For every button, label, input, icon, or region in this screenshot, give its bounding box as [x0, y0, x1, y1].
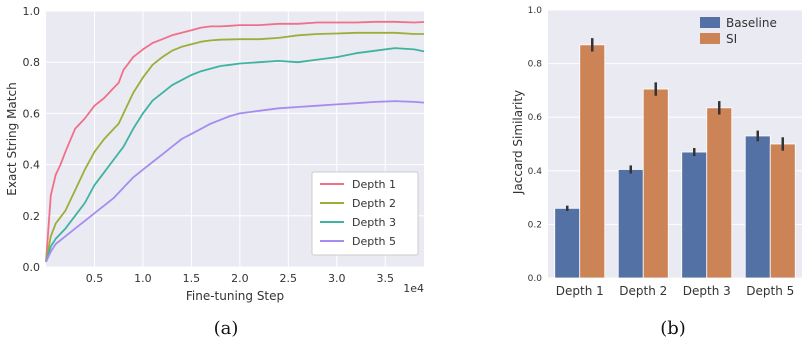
y-tick-label: 0.0	[23, 261, 41, 274]
bar-si-depth-3	[706, 107, 733, 279]
y-tick-label: 0.2	[528, 220, 542, 230]
panel-a-legend: Depth 1 Depth 2 Depth 3 Depth 5	[311, 171, 419, 256]
x-tick-label: 2.5	[280, 272, 298, 285]
series-line-depth-3	[45, 47, 425, 263]
legend-label: Depth 5	[352, 235, 396, 248]
x-tick-label: 2.0	[231, 272, 249, 285]
y-tick-label: 1.0	[528, 6, 543, 16]
x-tick-label: 3.5	[376, 272, 394, 285]
panel-b-x-tick-labels: Depth 1 Depth 2 Depth 3 Depth 5	[556, 284, 795, 298]
panel-a-x-tick-labels: 0.5 1.0 1.5 2.0 2.5 3.0 3.5	[86, 272, 394, 285]
bar-si-depth-2	[642, 88, 669, 279]
legend-label: Depth 3	[352, 216, 396, 229]
y-tick-label: 1.0	[23, 5, 41, 18]
bar-baseline-depth-5	[744, 135, 771, 279]
x-tick-label: 1.0	[134, 272, 152, 285]
y-tick-label: 0.6	[23, 107, 41, 120]
panel-a: 0.0 0.2 0.4 0.6 0.8 1.0 0.5 1.0 1.5 2.0 2.5 3.0 3.5…	[5, 5, 425, 339]
legend-label: Depth 2	[352, 197, 396, 210]
legend-swatch	[700, 17, 720, 28]
legend-label: Depth 1	[352, 178, 396, 191]
y-tick-label: 0.4	[528, 167, 543, 177]
legend-box	[311, 171, 419, 256]
y-tick-label: 0.4	[23, 159, 41, 172]
legend-swatch	[700, 33, 720, 44]
x-tick-label: 0.5	[86, 272, 104, 285]
bar-si-depth-1	[579, 44, 606, 279]
legend-label: Baseline	[726, 16, 777, 30]
x-tick-label: Depth 2	[619, 284, 667, 298]
x-tick-label: 3.0	[328, 272, 346, 285]
series-line-depth-2	[45, 31, 424, 263]
panel-b-bars	[554, 38, 796, 279]
panel-b-legend: Baseline SI	[700, 16, 777, 46]
x-tick-label: Depth 5	[746, 284, 794, 298]
x-tick-label: Depth 3	[683, 284, 731, 298]
bar-baseline-depth-3	[681, 151, 708, 279]
y-tick-label: 0.0	[528, 274, 543, 284]
y-tick-label: 0.6	[528, 113, 543, 123]
panel-a-series-lines	[45, 20, 425, 263]
y-tick-label: 0.8	[528, 60, 543, 70]
y-tick-label: 0.2	[23, 210, 41, 223]
x-tick-label: Depth 1	[556, 284, 604, 298]
series-line-depth-5	[45, 100, 425, 263]
bar-si-depth-5	[769, 143, 796, 279]
caption-b: (b)	[660, 318, 686, 339]
y-tick-label: 0.8	[23, 56, 41, 69]
legend-label: SI	[726, 32, 737, 46]
x-offset-label: 1e4	[403, 282, 424, 295]
panel-a-y-tick-labels: 0.0 0.2 0.4 0.6 0.8 1.0	[23, 5, 41, 274]
panel-a-y-axis-label: Exact String Match	[5, 82, 19, 195]
series-line-depth-1	[45, 20, 425, 262]
bar-baseline-depth-1	[554, 207, 581, 279]
bar-baseline-depth-2	[617, 169, 644, 279]
caption-a: (a)	[214, 318, 239, 339]
panel-a-legend-entries: Depth 1 Depth 2 Depth 3 Depth 5	[320, 178, 396, 248]
panel-b: 0.0 0.2 0.4 0.6 0.8 1.0 Depth 1 Depth 2 Depth 3…	[511, 6, 802, 339]
x-tick-label: 1.5	[183, 272, 201, 285]
panel-b-y-axis-label: Jaccard Similarity	[511, 90, 525, 195]
panel-b-y-tick-labels: 0.0 0.2 0.4 0.6 0.8 1.0	[528, 6, 543, 284]
panel-a-x-axis-label: Fine-tuning Step	[186, 289, 284, 303]
